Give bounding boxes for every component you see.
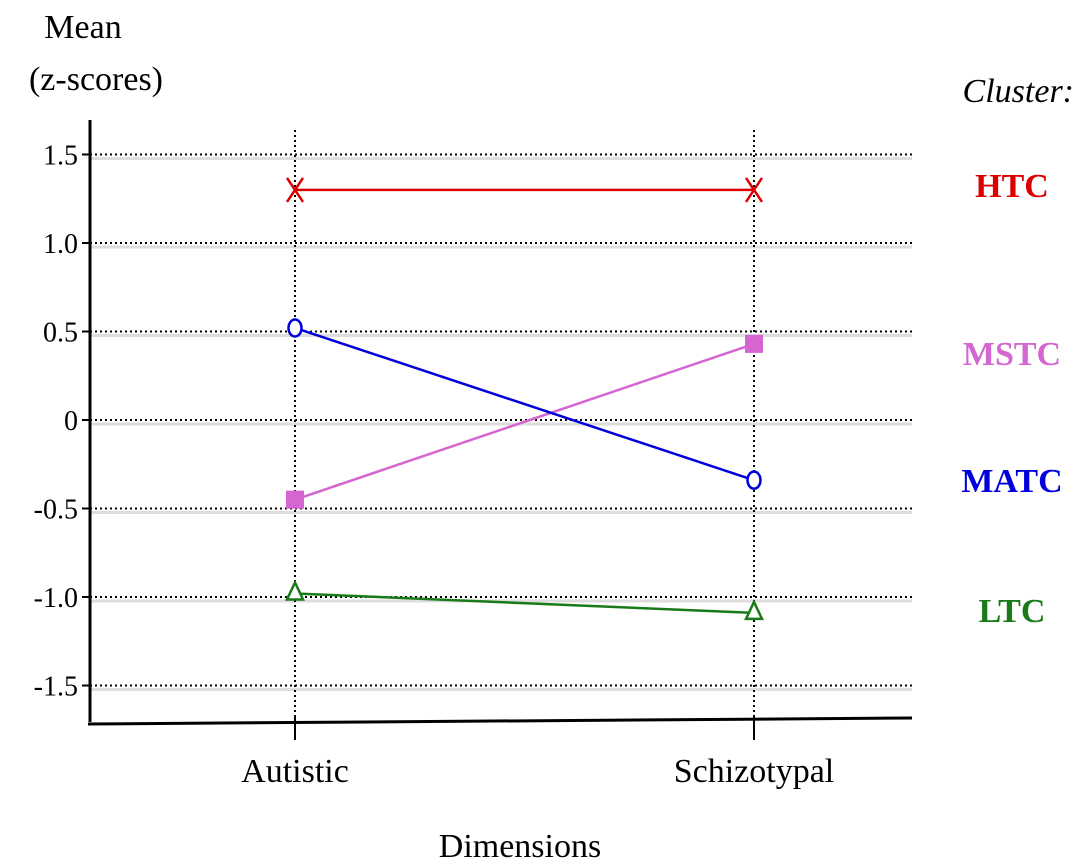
y-tick-label: 1.0 [43, 229, 78, 260]
y-axis-label-line2: (z-scores) [29, 61, 163, 98]
legend-title: Cluster: [963, 73, 1074, 110]
marker-ltc-schizotypal [744, 598, 764, 621]
marker-matc-schizotypal [746, 470, 762, 490]
marker-htc-autistic [285, 177, 305, 203]
y-tick-label: -0.5 [34, 495, 78, 526]
x-axis [87, 716, 913, 726]
marker-mstc-autistic [286, 490, 304, 509]
legend-label-htc: HTC [975, 168, 1049, 205]
y-axis-label-line1: Mean [44, 9, 121, 46]
x-tick-label: Schizotypal [674, 753, 835, 790]
y-tick-label: 0 [64, 406, 78, 437]
x-axis-label: Dimensions [439, 828, 601, 863]
y-tick-label: 0.5 [43, 318, 78, 349]
legend-label-matc: MATC [961, 463, 1062, 500]
marker-mstc-schizotypal [745, 334, 763, 353]
marker-htc-schizotypal [744, 177, 764, 203]
y-tick-label: 1.5 [43, 141, 78, 172]
series-line-matc [294, 326, 755, 482]
legend-label-ltc: LTC [979, 593, 1046, 630]
y-tick-label: -1.5 [34, 672, 78, 703]
marker-ltc-autistic [285, 579, 305, 601]
legend-label-mstc: MSTC [963, 336, 1061, 373]
series-line-ltc [294, 592, 755, 615]
plot-area: 1.5 1.0 0.5 0 -0.5 -1.0 -1.5 Autistic Schizotypa… [34, 120, 1063, 790]
x-tick-label: Autistic [241, 753, 349, 790]
y-tick-label: -1.0 [34, 583, 78, 614]
series-line-mstc [294, 342, 755, 501]
marker-matc-autistic [287, 318, 303, 338]
